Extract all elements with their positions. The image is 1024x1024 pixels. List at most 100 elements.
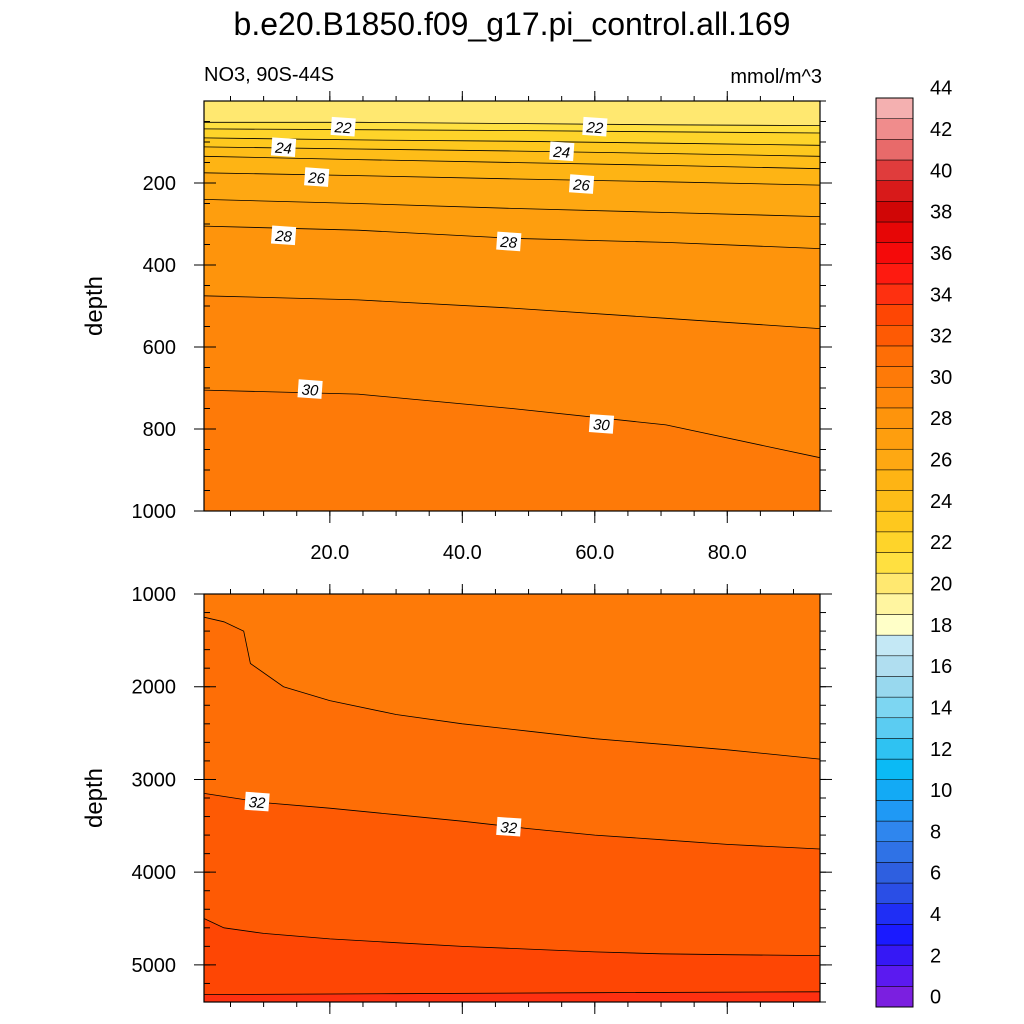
colorbar-swatch <box>875 531 914 553</box>
colorbar-swatch <box>875 242 914 264</box>
colorbar-swatch <box>875 345 914 367</box>
contour-line <box>203 137 821 146</box>
colorbar-tick-label: 28 <box>930 408 952 430</box>
colorbar-swatch <box>875 986 914 1008</box>
colorbar-swatch <box>875 552 914 574</box>
contour-label: 28 <box>270 225 297 246</box>
contour-label-text: 26 <box>572 176 591 194</box>
contour-label-text: 24 <box>274 140 293 158</box>
contour-line <box>203 991 821 995</box>
contour-line <box>204 121 821 126</box>
contour-line <box>203 146 821 157</box>
contour-label-box <box>270 137 297 158</box>
y-tick-label: 5000 <box>132 955 177 977</box>
contour-label: 30 <box>588 414 615 435</box>
contour-label-box <box>496 816 522 837</box>
contour-label-box <box>496 231 522 252</box>
colorbar-tick-label: 40 <box>930 160 952 182</box>
contour-label-text: 22 <box>333 119 352 137</box>
colorbar-swatch <box>875 407 914 429</box>
contour-label: 26 <box>304 167 330 188</box>
y-axis-label: depth <box>81 768 108 828</box>
contour-label-box <box>304 167 330 187</box>
contour-label-box <box>549 141 575 162</box>
y-tick-label: 600 <box>143 337 176 359</box>
colorbar-tick-label: 38 <box>930 202 952 224</box>
colorbar-swatch <box>875 593 914 615</box>
contour-label: 28 <box>496 231 522 252</box>
colorbar-swatch <box>875 304 914 326</box>
upper-contour-panel: 200 400 600 800 1000 20.0 40.0 60.0 80.0 depth 22 2… <box>81 91 832 564</box>
x-tick-label: 60.0 <box>575 542 614 564</box>
colorbar-tick-label: 44 <box>930 78 952 100</box>
colorbar-swatch <box>875 903 914 925</box>
colorbar-tick-label: 2 <box>930 945 941 967</box>
contour-line <box>203 793 821 850</box>
colorbar-swatch <box>875 944 914 966</box>
colorbar-swatch <box>875 510 914 533</box>
contour-line <box>203 918 821 956</box>
colorbar-swatch <box>875 448 914 471</box>
colorbar-swatch <box>875 263 914 285</box>
colorbar-swatch <box>875 965 914 987</box>
colorbar-tick-label: 14 <box>930 697 952 719</box>
colorbar-swatch <box>875 118 914 140</box>
contour-label-box <box>582 116 608 137</box>
colorbar-swatch <box>875 862 914 884</box>
colorbar-tick-label: 8 <box>930 821 941 843</box>
contour-label-text: 30 <box>592 416 610 434</box>
y-tick-label: 3000 <box>132 769 177 791</box>
contour-line <box>203 295 821 329</box>
colorbar-swatch <box>875 779 914 801</box>
colorbar-swatch <box>875 201 914 223</box>
colorbar-swatch <box>875 924 914 946</box>
x-tick-label: 40.0 <box>443 542 482 564</box>
colorbar-tick-label: 6 <box>930 863 941 885</box>
colorbar-swatch <box>875 490 914 512</box>
colorbar-tick-label: 32 <box>930 326 952 348</box>
contour-label: 22 <box>582 116 608 137</box>
colorbar-swatch <box>875 655 914 677</box>
contour-label-box <box>588 414 615 434</box>
contour-label: 22 <box>330 116 356 137</box>
colorbar: 0246810121416182022242628303234363840424… <box>875 78 952 1009</box>
contour-label: 30 <box>297 379 323 400</box>
variable-region-label: NO3, 90S-44S <box>204 64 335 86</box>
colorbar-swatch <box>875 882 914 904</box>
y-tick-label: 1000 <box>132 501 177 523</box>
contour-band <box>204 918 820 1002</box>
contour-label: 32 <box>496 816 522 837</box>
colorbar-swatch <box>875 841 914 863</box>
colorbar-swatch <box>875 696 914 719</box>
contour-label-text: 28 <box>499 234 518 252</box>
y-tick-label: 200 <box>143 173 176 195</box>
lower-contour-panel: 1000 2000 3000 4000 5000 depth 32 32 <box>81 584 832 1014</box>
contour-label-text: 26 <box>307 169 326 187</box>
colorbar-swatch <box>875 428 914 450</box>
contour-label-box <box>330 116 356 137</box>
contour-label-box <box>270 225 297 246</box>
units-label: mmol/m^3 <box>730 66 822 88</box>
y-tick-label: 2000 <box>132 677 177 699</box>
colorbar-tick-label: 0 <box>930 987 941 1009</box>
contour-band <box>204 390 820 511</box>
colorbar-swatch <box>875 139 914 161</box>
colorbar-tick-label: 22 <box>930 532 952 554</box>
colorbar-swatch <box>875 717 914 739</box>
colorbar-swatch <box>875 614 914 636</box>
y-tick-label: 400 <box>143 255 176 277</box>
y-tick-label: 800 <box>143 419 176 441</box>
contour-band <box>204 991 820 1002</box>
contour-label-text: 32 <box>500 819 518 837</box>
chart-title: b.e20.B1850.f09_g17.pi_control.all.169 <box>233 6 791 42</box>
x-tick-label: 80.0 <box>708 542 747 564</box>
contour-label-text: 30 <box>301 382 319 400</box>
contour-line <box>203 155 821 170</box>
colorbar-tick-label: 18 <box>930 615 952 637</box>
contour-label-text: 22 <box>585 119 604 137</box>
contour-label: 32 <box>244 791 270 812</box>
colorbar-tick-label: 12 <box>930 739 952 761</box>
colorbar-swatch <box>875 97 914 119</box>
colorbar-swatch <box>875 820 914 842</box>
